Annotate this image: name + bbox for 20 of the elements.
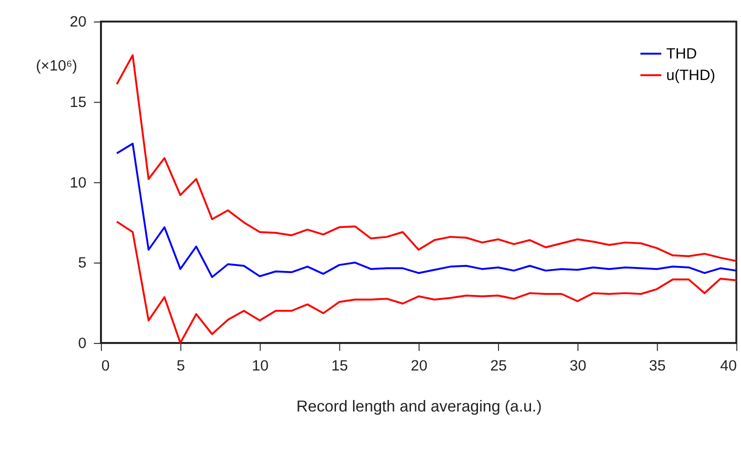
y-tick-label: 5	[78, 254, 86, 272]
x-tick-label: 40	[720, 358, 737, 375]
y-axis-title: (×10⁶)	[36, 58, 78, 75]
y-tick-label: 10	[70, 174, 86, 192]
x-tick-label: 0	[101, 358, 110, 375]
line-series	[116, 220, 738, 344]
x-axis-title: Record length and averaging (a.u.)	[296, 398, 542, 416]
line-series	[116, 142, 738, 278]
x-tick-label: 35	[649, 358, 666, 375]
x-tick-label: 30	[570, 358, 586, 375]
x-tick-label: 5	[176, 358, 185, 375]
x-tick-label: 20	[410, 358, 428, 375]
legend-label: THD	[666, 45, 698, 62]
x-tick-label: 10	[252, 358, 269, 375]
x-tick-label: 15	[331, 358, 348, 375]
y-tick-label: 20	[70, 14, 86, 31]
x-tick-label: 25	[490, 358, 507, 375]
y-tick-label: 15	[70, 94, 86, 112]
y-tick-label: 0	[78, 335, 86, 352]
legend-label: u(THD)	[666, 66, 716, 84]
